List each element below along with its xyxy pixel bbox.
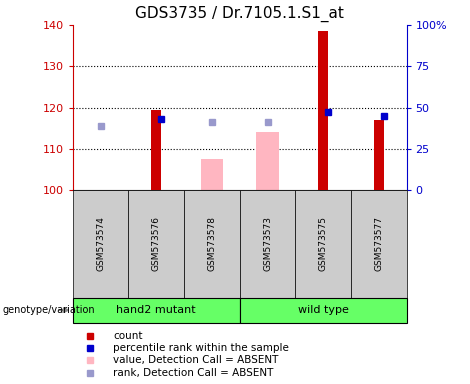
Text: GSM573574: GSM573574 (96, 217, 105, 271)
Text: wild type: wild type (298, 305, 349, 315)
Text: genotype/variation: genotype/variation (2, 305, 95, 315)
Bar (201, 159, 223, 190)
Title: GDS3735 / Dr.7105.1.S1_at: GDS3735 / Dr.7105.1.S1_at (135, 6, 344, 22)
Text: GSM573573: GSM573573 (263, 216, 272, 271)
Bar (295, 190, 351, 298)
Bar (257, 132, 279, 190)
Text: value, Detection Call = ABSENT: value, Detection Call = ABSENT (113, 355, 278, 365)
Bar (73, 190, 128, 298)
Text: hand2 mutant: hand2 mutant (117, 305, 196, 315)
Text: GSM573575: GSM573575 (319, 216, 328, 271)
Bar (151, 109, 161, 190)
Bar (184, 190, 240, 298)
Bar (128, 190, 184, 298)
Bar (240, 190, 295, 298)
Text: GSM573576: GSM573576 (152, 216, 161, 271)
Text: GSM573577: GSM573577 (374, 216, 383, 271)
Bar (351, 190, 407, 298)
Text: count: count (113, 331, 142, 341)
Bar (374, 120, 384, 190)
Text: percentile rank within the sample: percentile rank within the sample (113, 343, 289, 353)
Bar (73, 298, 240, 323)
Bar (318, 31, 328, 190)
Bar (240, 298, 407, 323)
Text: rank, Detection Call = ABSENT: rank, Detection Call = ABSENT (113, 367, 273, 377)
Text: GSM573578: GSM573578 (207, 216, 216, 271)
